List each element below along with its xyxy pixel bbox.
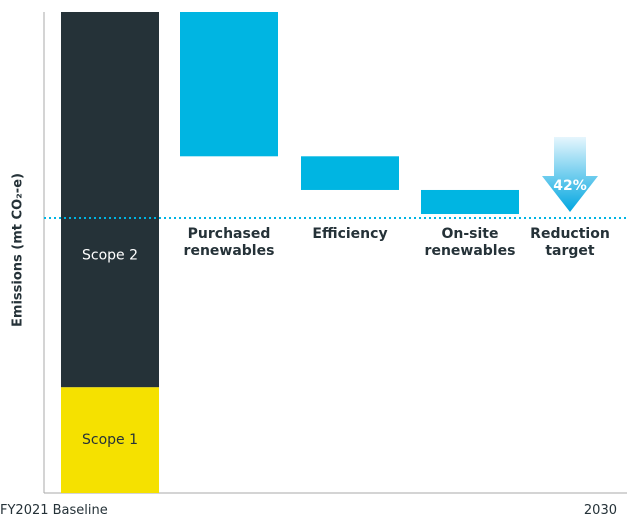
target-arrow xyxy=(542,137,598,213)
segment-label: Scope 1 xyxy=(82,432,138,448)
category-label: On-site renewables xyxy=(424,226,516,260)
baseline-segment xyxy=(61,387,159,493)
reduction-bar xyxy=(180,12,278,157)
x-label-end: 2030 xyxy=(583,503,617,518)
x-label-start: FY2021 Baseline xyxy=(0,503,108,518)
category-label: Efficiency xyxy=(312,226,388,243)
reduction-bar xyxy=(421,189,519,215)
baseline-segment xyxy=(61,12,159,388)
target-label: 42% xyxy=(553,178,587,194)
segment-label: Scope 2 xyxy=(82,248,138,264)
category-label: Purchased renewables xyxy=(183,226,275,260)
category-label: Reduction target xyxy=(530,226,610,260)
reduction-bar xyxy=(301,156,399,190)
y-axis-label: Emissions (mt CO₂-e) xyxy=(11,173,26,327)
